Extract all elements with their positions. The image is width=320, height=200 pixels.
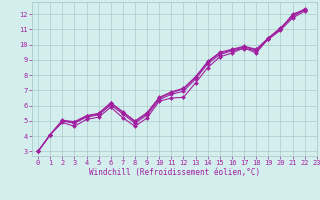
X-axis label: Windchill (Refroidissement éolien,°C): Windchill (Refroidissement éolien,°C) (89, 168, 260, 177)
